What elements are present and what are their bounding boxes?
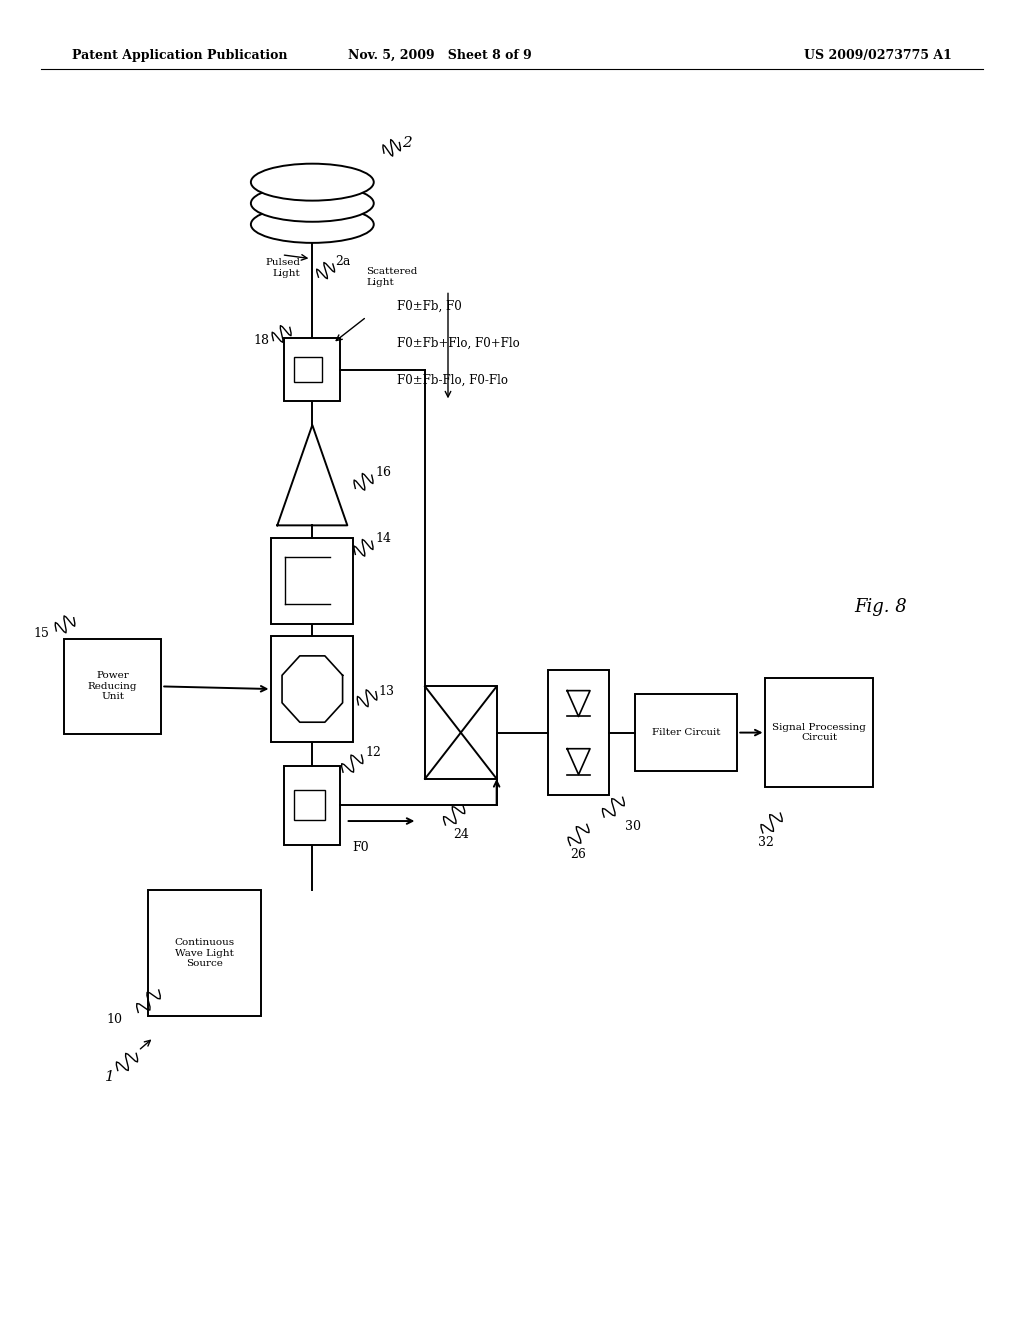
- Bar: [766, 678, 872, 787]
- Text: US 2009/0273775 A1: US 2009/0273775 A1: [805, 49, 952, 62]
- Bar: [425, 686, 497, 779]
- Ellipse shape: [251, 206, 374, 243]
- Text: F0±Fb+Flo, F0+Flo: F0±Fb+Flo, F0+Flo: [397, 337, 519, 350]
- Text: F0: F0: [352, 841, 370, 854]
- Bar: [284, 766, 340, 845]
- Bar: [284, 338, 340, 401]
- Text: 1: 1: [104, 1071, 115, 1084]
- Bar: [294, 791, 325, 820]
- Text: Continuous
Wave Light
Source: Continuous Wave Light Source: [175, 939, 234, 968]
- Bar: [271, 636, 353, 742]
- Text: 10: 10: [106, 1012, 123, 1026]
- Bar: [294, 356, 323, 383]
- Bar: [148, 890, 261, 1016]
- Text: 12: 12: [366, 746, 382, 759]
- Bar: [635, 694, 737, 771]
- Text: Pulsed
Light: Pulsed Light: [265, 259, 300, 277]
- Text: 15: 15: [33, 627, 49, 640]
- Text: Signal Processing
Circuit: Signal Processing Circuit: [772, 723, 866, 742]
- Text: 30: 30: [625, 820, 641, 833]
- Text: Filter Circuit: Filter Circuit: [652, 729, 720, 737]
- Text: 26: 26: [570, 849, 587, 861]
- Text: 16: 16: [376, 466, 392, 479]
- Text: 2a: 2a: [335, 255, 350, 268]
- Ellipse shape: [251, 164, 374, 201]
- Text: 13: 13: [379, 685, 395, 698]
- Bar: [548, 669, 609, 795]
- Text: 14: 14: [376, 532, 392, 545]
- Text: 32: 32: [758, 836, 774, 849]
- Bar: [63, 639, 162, 734]
- Text: 2: 2: [402, 136, 413, 149]
- Text: 24: 24: [453, 828, 469, 841]
- Ellipse shape: [251, 185, 374, 222]
- Text: F0±Fb-Flo, F0-Flo: F0±Fb-Flo, F0-Flo: [397, 374, 508, 387]
- Text: Fig. 8: Fig. 8: [854, 598, 907, 616]
- Text: F0±Fb, F0: F0±Fb, F0: [397, 300, 462, 313]
- Bar: [271, 539, 353, 623]
- Text: Power
Reducing
Unit: Power Reducing Unit: [88, 672, 137, 701]
- Text: Patent Application Publication: Patent Application Publication: [72, 49, 287, 62]
- Text: Scattered
Light: Scattered Light: [367, 268, 418, 286]
- Text: 18: 18: [253, 334, 269, 347]
- Text: Nov. 5, 2009   Sheet 8 of 9: Nov. 5, 2009 Sheet 8 of 9: [348, 49, 532, 62]
